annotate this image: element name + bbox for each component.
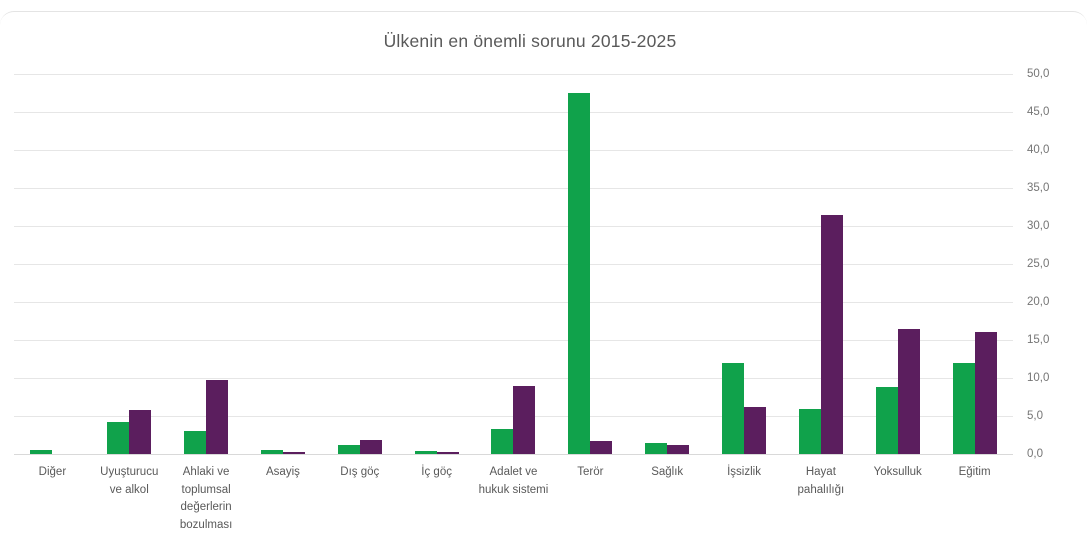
y-axis-tick-label: 5,0 [1027,409,1077,424]
y-axis-tick-label: 20,0 [1027,295,1077,310]
chart-card: Ülkenin en önemli sorunu 2015-2025 0,0 5,… [0,11,1087,539]
bar-green-series [261,450,283,454]
bar-group [91,74,168,454]
bar-purple-series [437,452,459,454]
plot-area [14,74,1013,454]
y-axis-tick-label: 30,0 [1027,219,1077,234]
bar-group [14,74,91,454]
bar-green-series [876,387,898,454]
x-axis-category-label: Uyuşturucu ve alkol [91,464,168,499]
y-axis-tick-label: 50,0 [1027,67,1077,82]
bar-purple-series [590,441,612,454]
bar-purple-series [360,440,382,454]
bar-green-series [722,363,744,454]
y-axis-tick-label: 25,0 [1027,257,1077,272]
bar-green-series [799,409,821,454]
bar-purple-series [821,215,843,454]
bar-purple-series [283,452,305,454]
bar-group [168,74,245,454]
x-axis-category-label: Hayat pahalılığı [782,464,859,499]
x-axis-category-label: Dış göç [321,464,398,482]
bar-group [782,74,859,454]
x-axis-category-label: İşsizlik [706,464,783,482]
bar-group [321,74,398,454]
bar-group [859,74,936,454]
x-axis-category-label: Sağlık [629,464,706,482]
bar-green-series [184,431,206,454]
y-axis-tick-label: 35,0 [1027,181,1077,196]
bar-purple-series [744,407,766,454]
bar-purple-series [513,386,535,454]
bar-green-series [953,363,975,454]
y-axis-tick-label: 0,0 [1027,447,1077,462]
bar-purple-series [667,445,689,454]
x-axis-category-label: Eğitim [936,464,1013,482]
x-axis-category-label: Adalet ve hukuk sistemi [475,464,552,499]
bar-purple-series [975,332,997,454]
bar-group [245,74,322,454]
x-axis-category-label: Ahlaki ve toplumsal değerlerin bozulması [168,464,245,534]
bar-group [936,74,1013,454]
y-axis-tick-label: 40,0 [1027,143,1077,158]
x-axis-category-label: Yoksulluk [859,464,936,482]
bar-group [475,74,552,454]
x-axis-category-label: Terör [552,464,629,482]
x-axis-category-label: İç göç [398,464,475,482]
bar-purple-series [206,380,228,454]
y-axis-tick-label: 10,0 [1027,371,1077,386]
bar-green-series [568,93,590,454]
y-axis-tick-label: 15,0 [1027,333,1077,348]
bar-purple-series [898,329,920,454]
x-axis-category-label: Diğer [14,464,91,482]
bar-group [629,74,706,454]
chart-title: Ülkenin en önemli sorunu 2015-2025 [0,31,1060,52]
bar-green-series [415,451,437,454]
bar-green-series [645,443,667,454]
bar-purple-series [129,410,151,454]
bar-group [706,74,783,454]
y-axis-tick-label: 45,0 [1027,105,1077,120]
x-axis-category-label: Asayiş [245,464,322,482]
bar-group [398,74,475,454]
bar-green-series [30,450,52,454]
bar-green-series [338,445,360,454]
bar-group [552,74,629,454]
bar-green-series [107,422,129,454]
bar-green-series [491,429,513,454]
